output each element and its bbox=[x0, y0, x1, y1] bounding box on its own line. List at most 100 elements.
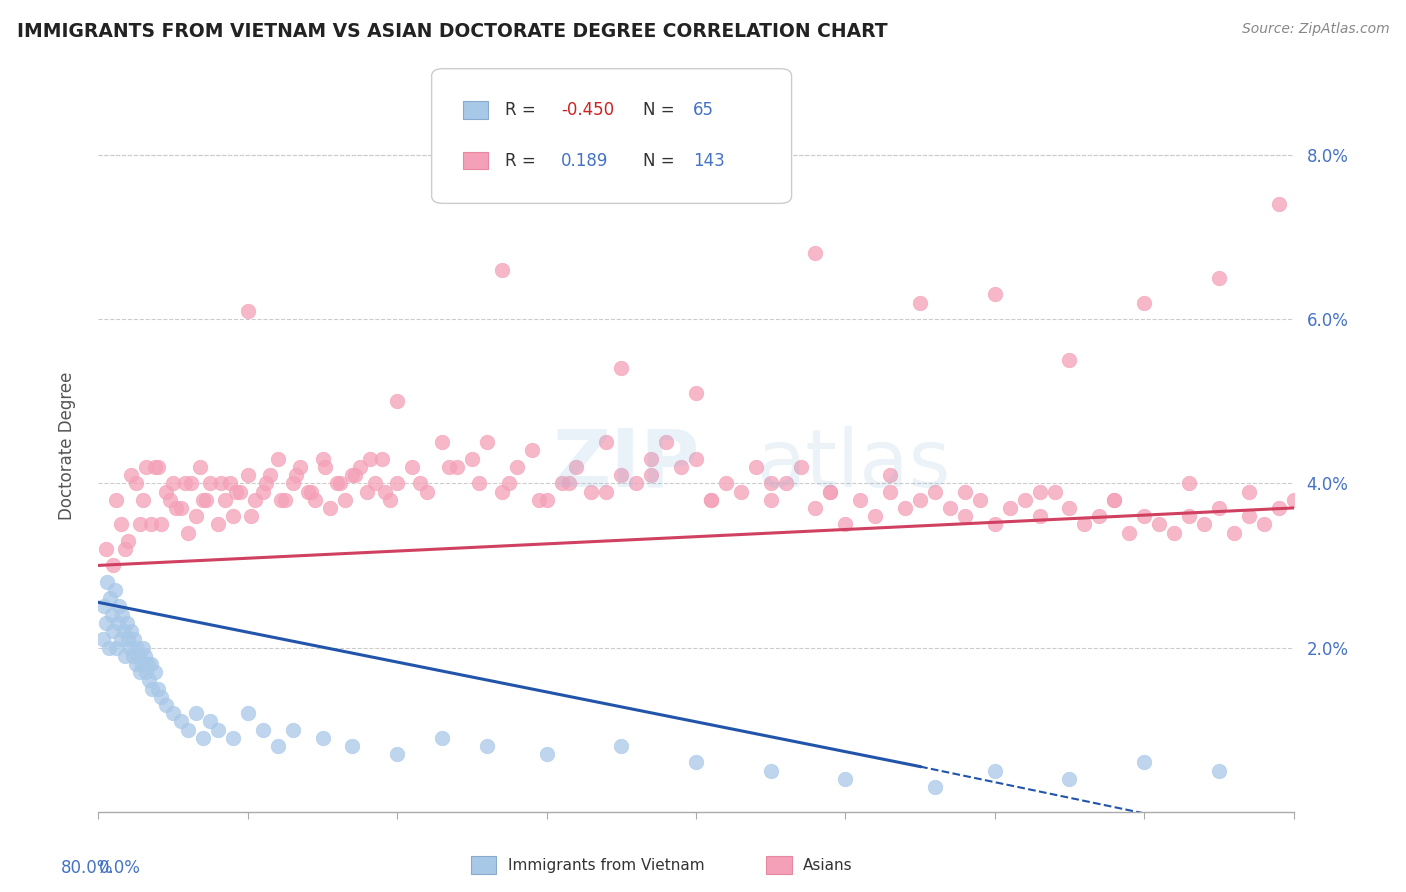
Point bbox=[730, 484, 752, 499]
Point bbox=[581, 484, 603, 499]
Point bbox=[565, 459, 588, 474]
Text: -0.450: -0.450 bbox=[561, 101, 614, 119]
Point bbox=[259, 468, 281, 483]
Point bbox=[117, 632, 139, 647]
Point bbox=[155, 484, 177, 499]
Point bbox=[998, 500, 1021, 515]
Text: 0.0%: 0.0% bbox=[98, 859, 141, 877]
Point bbox=[132, 640, 155, 655]
Text: IMMIGRANTS FROM VIETNAM VS ASIAN DOCTORATE DEGREE CORRELATION CHART: IMMIGRANTS FROM VIETNAM VS ASIAN DOCTORA… bbox=[17, 22, 887, 41]
Point bbox=[304, 492, 326, 507]
Point bbox=[775, 476, 797, 491]
Point bbox=[1028, 484, 1050, 499]
Point bbox=[685, 451, 707, 466]
Point bbox=[536, 747, 558, 762]
Point bbox=[180, 476, 202, 491]
Point bbox=[439, 459, 461, 474]
Point bbox=[239, 509, 262, 524]
Point bbox=[236, 706, 259, 721]
Point bbox=[1237, 509, 1260, 524]
Point bbox=[1208, 500, 1230, 515]
Text: 65: 65 bbox=[693, 101, 714, 119]
Point bbox=[200, 476, 222, 491]
Point bbox=[107, 615, 129, 630]
Point bbox=[121, 648, 143, 663]
Point bbox=[550, 476, 572, 491]
Point bbox=[125, 657, 148, 671]
Point bbox=[401, 459, 423, 474]
Point bbox=[150, 690, 173, 704]
Point bbox=[117, 533, 139, 548]
Point bbox=[188, 459, 211, 474]
Point bbox=[222, 509, 245, 524]
Point bbox=[759, 476, 782, 491]
Point bbox=[108, 599, 131, 614]
Point bbox=[214, 492, 236, 507]
Point bbox=[315, 459, 337, 474]
Point bbox=[138, 673, 160, 688]
Point bbox=[131, 657, 153, 671]
Point bbox=[804, 500, 827, 515]
Point bbox=[953, 509, 976, 524]
Point bbox=[184, 706, 207, 721]
Text: Immigrants from Vietnam: Immigrants from Vietnam bbox=[508, 858, 704, 872]
Point bbox=[610, 468, 633, 483]
Text: N =: N = bbox=[643, 101, 679, 119]
Text: 143: 143 bbox=[693, 152, 725, 169]
Point bbox=[311, 451, 333, 466]
Point bbox=[162, 706, 184, 721]
Point bbox=[114, 541, 136, 556]
Point bbox=[1028, 509, 1050, 524]
Point bbox=[1059, 772, 1081, 786]
Point bbox=[110, 517, 132, 532]
Point bbox=[378, 492, 401, 507]
Point bbox=[281, 476, 304, 491]
Point bbox=[820, 484, 842, 499]
Point bbox=[626, 476, 648, 491]
Point bbox=[162, 476, 184, 491]
Point bbox=[207, 517, 229, 532]
Point bbox=[245, 492, 267, 507]
Point bbox=[195, 492, 218, 507]
Point bbox=[135, 665, 157, 680]
Point bbox=[1208, 271, 1230, 285]
Point bbox=[148, 459, 170, 474]
Point bbox=[143, 665, 166, 680]
Point bbox=[820, 484, 842, 499]
Point bbox=[1014, 492, 1036, 507]
Point bbox=[969, 492, 991, 507]
Point bbox=[222, 731, 245, 745]
Point bbox=[270, 492, 292, 507]
Point bbox=[894, 500, 917, 515]
Point bbox=[506, 459, 529, 474]
Point bbox=[349, 459, 371, 474]
Point bbox=[184, 509, 207, 524]
Point bbox=[284, 468, 307, 483]
Point bbox=[1267, 197, 1289, 211]
Point bbox=[155, 698, 177, 712]
Point bbox=[128, 648, 150, 663]
Point bbox=[939, 500, 962, 515]
Point bbox=[191, 492, 214, 507]
Point bbox=[371, 451, 394, 466]
Point bbox=[267, 451, 290, 466]
Text: ZIP: ZIP bbox=[553, 425, 700, 504]
Point bbox=[491, 263, 513, 277]
Point bbox=[177, 723, 200, 737]
Point bbox=[225, 484, 247, 499]
Point bbox=[319, 500, 342, 515]
Point bbox=[110, 632, 132, 647]
Point bbox=[610, 739, 633, 753]
Point bbox=[491, 484, 513, 499]
Point bbox=[344, 468, 367, 483]
Point bbox=[595, 484, 617, 499]
Point bbox=[908, 295, 931, 310]
Point bbox=[191, 731, 214, 745]
Point bbox=[104, 582, 127, 597]
Point bbox=[125, 476, 148, 491]
Point bbox=[364, 476, 387, 491]
Point bbox=[254, 476, 277, 491]
Point bbox=[1133, 509, 1156, 524]
Point bbox=[91, 632, 114, 647]
Point bbox=[150, 517, 173, 532]
